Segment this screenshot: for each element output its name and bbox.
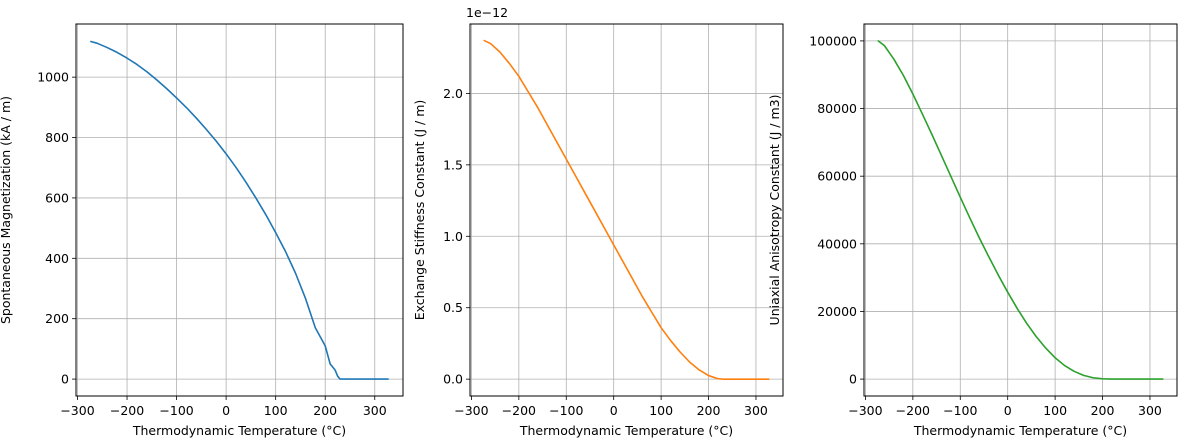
y-axis-label: Uniaxial Anisotropy Constant (J / m3) xyxy=(767,95,782,326)
chart-panel-2: −300 −200 −100 0 100 200 300 0.0 0.5 1.0 1.5 2.0 The… xyxy=(412,5,784,438)
y-tick-label: 80000 xyxy=(817,101,857,116)
x-axis-label: Thermodynamic Temperature (°C) xyxy=(132,423,346,438)
y-tick-label: 600 xyxy=(45,190,69,205)
y-tick-label: 800 xyxy=(45,130,69,145)
y-offset-text: 1e−12 xyxy=(466,5,508,20)
chart-panel-1: −300 −200 −100 0 100 200 300 0 200 400 600 800 1000 T… xyxy=(0,23,404,438)
x-tick-label: 300 xyxy=(1138,403,1162,418)
x-tick-label: −300 xyxy=(454,403,488,418)
y-tick-label: 200 xyxy=(45,311,69,326)
x-tick-label: −200 xyxy=(502,403,536,418)
series-line xyxy=(90,40,389,380)
x-tick-label: 0 xyxy=(1004,403,1012,418)
x-axis-label: Thermodynamic Temperature (°C) xyxy=(519,423,733,438)
x-tick-label: −100 xyxy=(943,403,977,418)
x-tick-label: 100 xyxy=(1043,403,1067,418)
x-axis-label: Thermodynamic Temperature (°C) xyxy=(913,423,1127,438)
x-tick-label: 100 xyxy=(264,403,288,418)
x-tick-label: −300 xyxy=(848,403,882,418)
x-tick-label: 200 xyxy=(1091,403,1115,418)
y-tick-label: 100000 xyxy=(809,33,857,48)
x-tick-label: 0 xyxy=(222,403,230,418)
y-tick-label: 20000 xyxy=(817,304,857,319)
x-tick-label: 200 xyxy=(313,403,337,418)
y-tick-label: 60000 xyxy=(817,169,857,184)
y-tick-label: 1.5 xyxy=(443,157,463,172)
series-line xyxy=(483,39,770,380)
y-axis-label: Exchange Stiffness Constant (J / m) xyxy=(412,100,427,321)
y-axis-label: Spontaneous Magnetization (kA / m) xyxy=(0,96,13,324)
x-tick-label: −200 xyxy=(896,403,930,418)
y-tick-label: 1000 xyxy=(37,70,69,85)
y-tick-label: 1.0 xyxy=(443,229,463,244)
series-line xyxy=(877,40,1164,380)
y-tick-label: 0.0 xyxy=(443,372,463,387)
y-tick-label: 2.0 xyxy=(443,86,463,101)
x-tick-label: −300 xyxy=(60,403,94,418)
y-tick-label: 0.5 xyxy=(443,300,463,315)
x-tick-label: −100 xyxy=(549,403,583,418)
y-tick-label: 400 xyxy=(45,251,69,266)
y-tick-label: 0 xyxy=(61,372,69,387)
x-tick-label: 100 xyxy=(649,403,673,418)
x-tick-label: 200 xyxy=(697,403,721,418)
plot-frame xyxy=(75,23,404,397)
chart-panel-3: −300 −200 −100 0 100 200 300 0 20000 40000 60000 80… xyxy=(767,23,1178,438)
x-tick-label: 0 xyxy=(610,403,618,418)
x-tick-label: −100 xyxy=(159,403,193,418)
plot-frame xyxy=(863,23,1178,397)
x-tick-label: 300 xyxy=(744,403,768,418)
y-tick-label: 40000 xyxy=(817,236,857,251)
x-tick-label: −200 xyxy=(110,403,144,418)
plot-frame xyxy=(469,23,784,397)
x-tick-label: 300 xyxy=(363,403,387,418)
y-tick-label: 0 xyxy=(849,372,857,387)
